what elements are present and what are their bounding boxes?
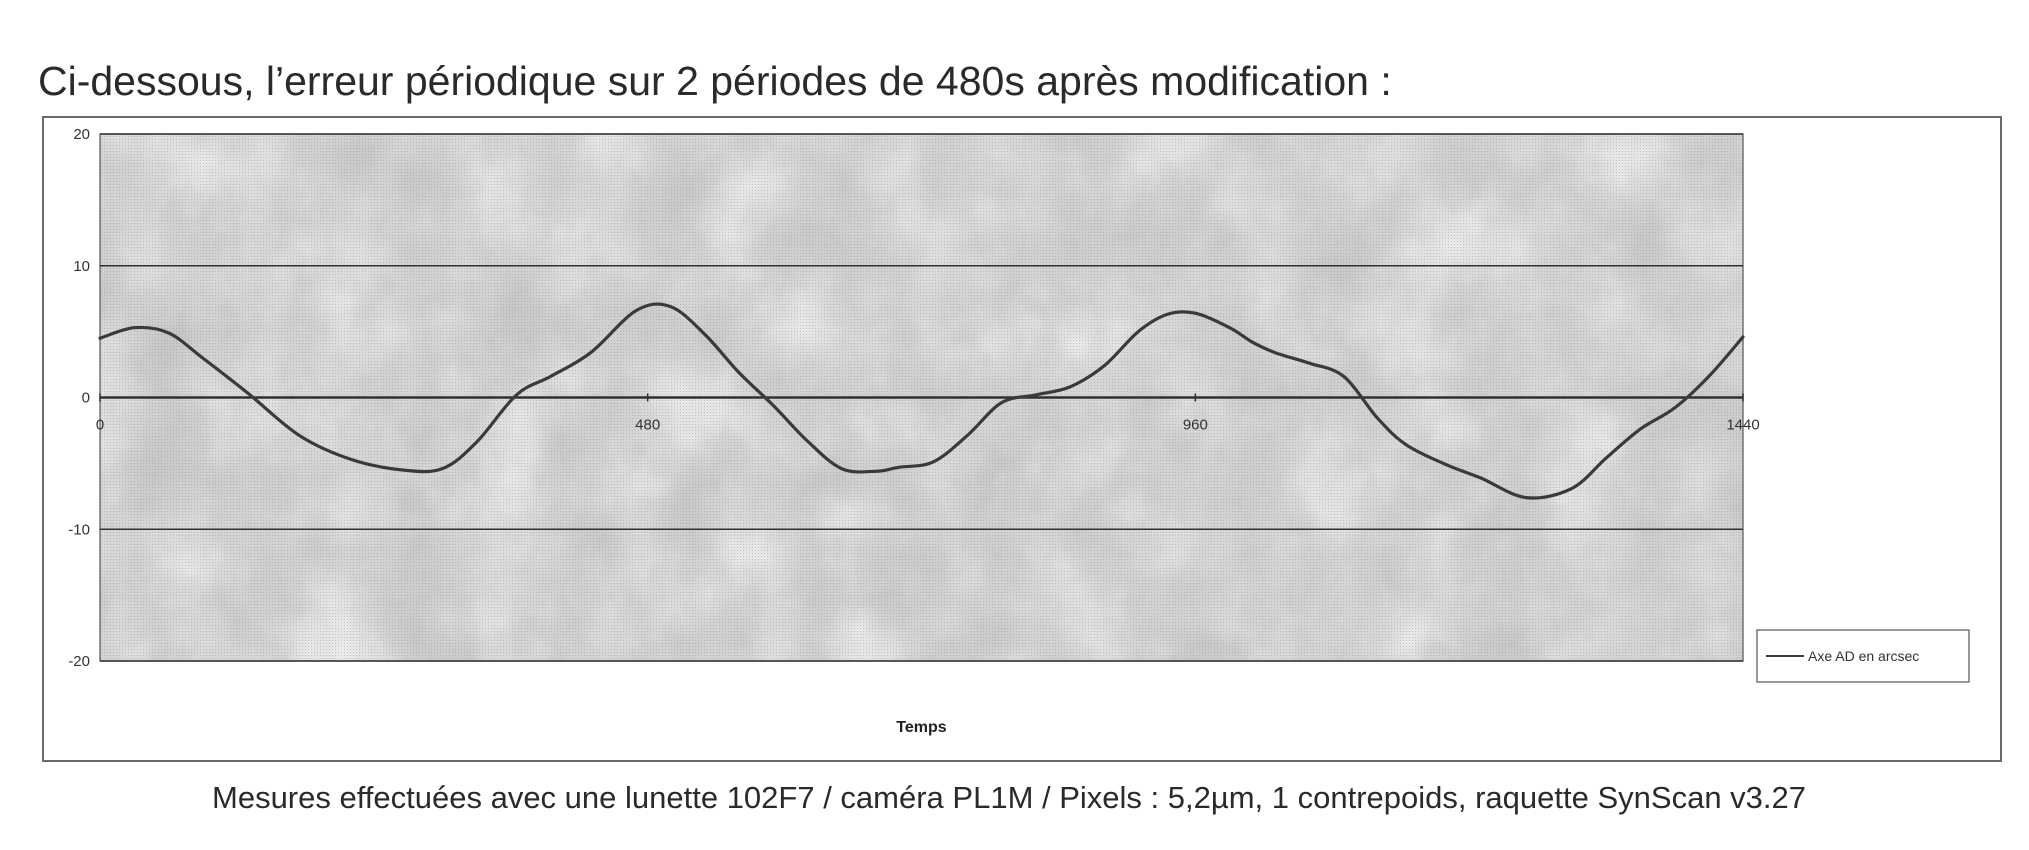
x-tick-label-0: 0 xyxy=(96,417,104,434)
series-line-0 xyxy=(98,302,1745,500)
y-tick-label-10: 10 xyxy=(73,258,90,275)
gridlines xyxy=(100,133,1743,662)
measurement-caption: Mesures effectuées avec une lunette 102F… xyxy=(212,780,1807,815)
x-tick-label-1440: 1440 xyxy=(1726,417,1759,434)
legend-label: Axe AD en arcsec xyxy=(1808,648,1919,664)
y-tick-label-neg20: -20 xyxy=(68,653,90,670)
x-tick-label-960: 960 xyxy=(1183,417,1208,434)
series-layer xyxy=(98,302,1745,500)
y-tick-label-neg10: -10 xyxy=(68,521,90,538)
x-axis-ticks: 0 480 960 1440 xyxy=(96,393,1760,434)
page-heading: Ci-dessous, l’erreur périodique sur 2 pé… xyxy=(38,58,1392,104)
y-tick-label-0: 0 xyxy=(82,390,90,407)
chart-svg: 20 10 0 -10 -20 0 480 960 1440 Temps Axe AD en … xyxy=(68,126,1970,736)
y-axis-ticks: 20 10 0 -10 -20 xyxy=(68,126,90,670)
x-axis-label: Temps xyxy=(896,719,946,736)
legend: Axe AD en arcsec xyxy=(1756,629,1970,683)
y-tick-label-20: 20 xyxy=(73,126,90,143)
chart-frame: 20 10 0 -10 -20 0 480 960 1440 Temps Axe AD en … xyxy=(42,116,2002,762)
x-tick-label-480: 480 xyxy=(635,417,660,434)
